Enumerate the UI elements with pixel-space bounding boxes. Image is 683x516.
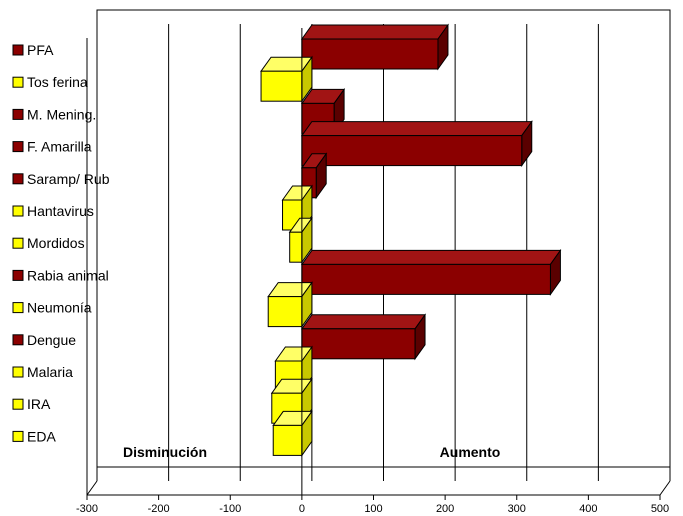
- x-tick-label-5: 200: [436, 503, 454, 515]
- legend-swatch-3: [12, 141, 24, 153]
- bars: [260, 23, 562, 495]
- bar-dengue: [300, 313, 427, 361]
- bar-front: [301, 135, 523, 167]
- bar-top: [300, 249, 562, 265]
- legend-swatch-9: [12, 334, 24, 346]
- legend-swatch-12: [12, 430, 24, 442]
- legend-swatch-8: [12, 302, 24, 314]
- legend-swatch-7: [12, 269, 24, 281]
- x-tick-label-8: 500: [651, 503, 669, 515]
- legend-swatch-11: [12, 398, 24, 410]
- legend-swatch-2: [12, 108, 24, 120]
- bar-top: [300, 24, 449, 40]
- legend-label-12: EDA: [27, 428, 56, 444]
- bar-front: [260, 70, 303, 102]
- left-depth-edge: [86, 480, 98, 496]
- x-tick-label-0: -300: [76, 503, 98, 515]
- legend-label-9: Dengue: [27, 332, 76, 348]
- legend-label-3: F. Amarilla: [27, 139, 92, 155]
- bar-mordidos: [288, 216, 313, 264]
- chart-floor: [87, 480, 671, 496]
- bar-front: [289, 231, 303, 263]
- bar-top: [300, 121, 533, 137]
- bar-tos-ferina: [260, 55, 313, 103]
- legend-label-5: Hantavirus: [27, 203, 94, 219]
- legend-label-2: M. Mening.: [27, 106, 96, 122]
- legend-swatch-1: [12, 76, 24, 88]
- x-axis-ticks: -300 -200 -100 0 100 200 300 400 500: [76, 495, 669, 515]
- annotation-aumento: Aumento: [440, 444, 501, 460]
- x-tick-label-7: 400: [579, 503, 597, 515]
- bar-front: [301, 328, 416, 360]
- x-tick-label-1: -200: [148, 503, 170, 515]
- annotation-disminucion: Disminución: [123, 444, 207, 460]
- bar-front: [267, 296, 303, 328]
- bar-f-amarilla: [300, 120, 533, 168]
- legend-label-6: Mordidos: [27, 235, 85, 251]
- legend-label-8: Neumonía: [27, 300, 92, 316]
- legend-label-11: IRA: [27, 396, 51, 412]
- bar-neumon-a: [267, 281, 313, 329]
- floor-right-edge: [659, 480, 671, 496]
- bar-rabia-animal: [300, 248, 562, 296]
- legend-swatch-5: [12, 205, 24, 217]
- bar-eda: [272, 409, 313, 457]
- legend-label-4: Saramp/ Rub: [27, 171, 110, 187]
- x-tick-label-3: 0: [299, 503, 305, 515]
- legend-swatch-10: [12, 366, 24, 378]
- x-tick-label-2: -100: [219, 503, 241, 515]
- legend-swatch-0: [12, 44, 24, 56]
- bar-front: [301, 263, 551, 295]
- legend-label-0: PFA: [27, 42, 54, 58]
- legend: PFA Tos ferina M. Mening. F. Amarilla Saramp…: [12, 42, 110, 444]
- x-tick-label-6: 300: [508, 503, 526, 515]
- legend-label-7: Rabia animal: [27, 267, 109, 283]
- bar-top: [300, 314, 427, 330]
- legend-swatch-6: [12, 237, 24, 249]
- bar-front: [301, 38, 439, 70]
- legend-label-1: Tos ferina: [27, 74, 88, 90]
- x-tick-label-4: 100: [364, 503, 382, 515]
- bar-pfa: [300, 23, 449, 71]
- bar-front: [272, 424, 303, 456]
- legend-swatch-4: [12, 173, 24, 185]
- legend-label-10: Malaria: [27, 364, 73, 380]
